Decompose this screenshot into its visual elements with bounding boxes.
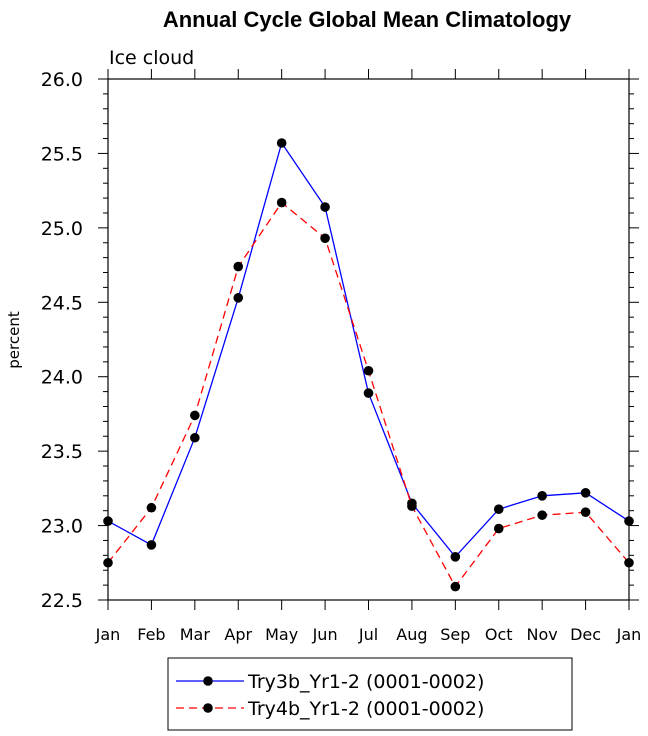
data-point <box>407 501 417 512</box>
data-point <box>103 557 113 568</box>
legend: Try3b_Yr1-2 (0001-0002) Try4b_Yr1-2 (0001… <box>167 657 573 731</box>
y-tick-label: 24.5 <box>41 292 83 314</box>
plot-frame <box>107 78 630 601</box>
x-tick-label: Jan <box>616 625 642 644</box>
chart-title: Annual Cycle Global Mean Climatology <box>163 7 572 32</box>
data-point <box>146 502 157 513</box>
x-tick-label: Dec <box>570 625 601 644</box>
data-point <box>233 293 244 303</box>
x-tick-label: Jul <box>358 625 378 644</box>
data-point <box>233 261 244 272</box>
x-tick-label: Mar <box>180 625 211 644</box>
y-tick-label: 23.5 <box>41 441 83 463</box>
data-point <box>146 540 157 550</box>
legend-box <box>167 657 573 731</box>
y-tick-label: 26.0 <box>41 69 83 91</box>
x-tick-label: Jan <box>95 625 121 644</box>
x-tick-label: May <box>265 625 298 644</box>
y-tick-label: 22.5 <box>41 590 83 612</box>
data-point <box>363 388 374 398</box>
y-tick-label: 25.0 <box>41 218 83 240</box>
data-point <box>276 138 287 148</box>
data-point <box>493 523 504 534</box>
data-point <box>103 516 113 526</box>
y-tick-label: 25.5 <box>41 143 83 165</box>
data-point <box>320 202 330 212</box>
x-tick-label: Oct <box>485 625 513 644</box>
y-tick-label: 23.0 <box>41 516 83 538</box>
data-point <box>580 488 591 498</box>
x-tick-label: Sep <box>440 625 470 644</box>
data-point <box>190 410 200 421</box>
data-point <box>624 557 634 568</box>
series-line-1 <box>107 141 630 558</box>
data-point <box>450 552 461 562</box>
data-point <box>276 197 287 208</box>
legend-label: Try3b_Yr1-2 (0001-0002) <box>247 671 484 693</box>
legend-swatch-marker <box>203 703 213 713</box>
x-tick-label: Nov <box>527 625 558 644</box>
data-point <box>537 510 547 520</box>
y-tick-label: 24.0 <box>41 367 83 389</box>
x-tick-label: Aug <box>396 625 427 644</box>
data-point <box>450 581 461 592</box>
data-point <box>493 504 504 514</box>
data-point <box>190 432 200 443</box>
data-point <box>580 507 591 517</box>
data-point <box>320 233 330 244</box>
axis-ticks: 22.5 23.0 23.5 24.0 24.5 25.0 25.5 26.0 Jan Feb Ma… <box>41 69 642 644</box>
x-tick-label: Feb <box>137 625 165 644</box>
legend-swatch-marker <box>203 676 213 686</box>
chart-subtitle: Ice cloud <box>109 47 194 69</box>
data-point <box>537 491 547 501</box>
series-group <box>103 138 634 592</box>
data-point <box>624 516 634 526</box>
x-tick-label: Jun <box>312 625 338 644</box>
data-point <box>363 365 374 376</box>
x-tick-label: Apr <box>224 625 252 644</box>
legend-label: Try4b_Yr1-2 (0001-0002) <box>247 698 484 720</box>
y-axis-label: percent <box>5 311 23 369</box>
